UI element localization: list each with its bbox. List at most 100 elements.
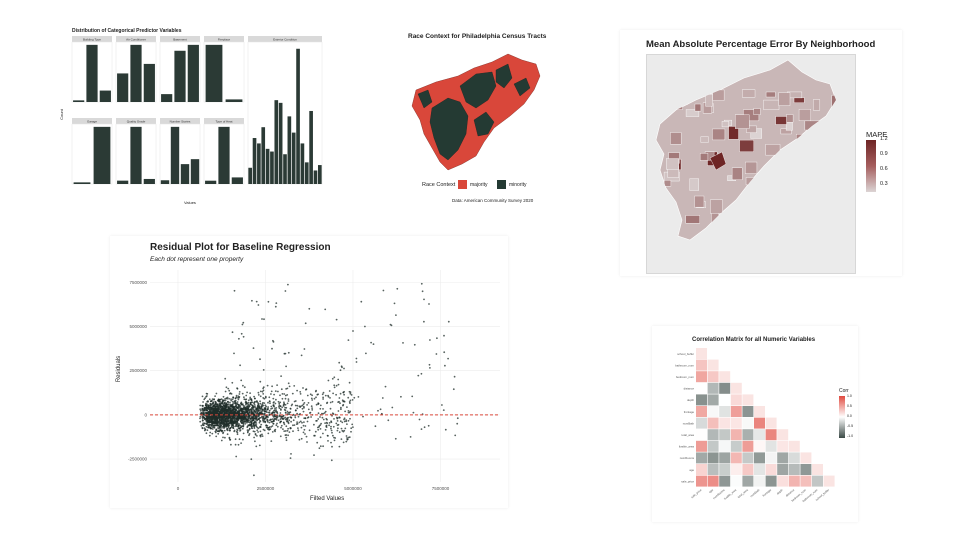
residual-point	[203, 417, 206, 420]
residual-point	[443, 351, 446, 354]
residual-point	[211, 432, 214, 435]
residual-point	[274, 390, 277, 392]
mape-neighborhood	[735, 227, 751, 240]
residual-point	[240, 401, 243, 404]
residual-point	[429, 339, 431, 341]
residual-point	[311, 394, 313, 397]
residual-point	[229, 419, 232, 421]
residual-point	[271, 412, 274, 414]
corr-cell	[765, 440, 777, 452]
residual-point	[340, 408, 342, 411]
residual-point	[284, 394, 287, 397]
residual-point	[259, 358, 261, 361]
residual-y-label: Residuals	[116, 355, 123, 383]
corr-cell	[754, 475, 765, 487]
residual-point	[301, 399, 304, 402]
residual-point	[229, 403, 232, 406]
residual-point	[216, 403, 218, 406]
residual-point	[245, 394, 248, 397]
residual-point	[227, 387, 230, 390]
corr-cell	[696, 406, 707, 417]
residual-point	[233, 419, 236, 422]
residual-point	[357, 396, 360, 398]
residual-point	[287, 400, 290, 402]
corr-cell	[765, 429, 777, 441]
residual-point	[210, 416, 212, 419]
residual-point	[286, 394, 289, 396]
residual-point	[215, 418, 218, 421]
residual-point	[269, 428, 272, 430]
facet-bar	[187, 44, 199, 102]
residual-point	[249, 396, 252, 399]
residual-point	[244, 407, 247, 410]
residual-points	[199, 282, 459, 477]
residual-point	[345, 420, 348, 423]
residual-point	[228, 412, 231, 414]
corr-cell	[696, 382, 707, 394]
mape-neighborhood	[796, 133, 811, 148]
residual-point	[234, 397, 237, 400]
residual-point	[262, 393, 265, 395]
residual-point	[276, 384, 278, 386]
residual-point	[254, 411, 257, 414]
residual-point	[344, 427, 347, 430]
residual-point	[303, 421, 305, 423]
residual-y-tick: 0	[144, 412, 147, 417]
residual-point	[208, 410, 211, 412]
residual-point	[265, 426, 268, 429]
residual-point	[208, 421, 211, 424]
residual-point	[296, 412, 298, 415]
residual-point	[317, 402, 320, 405]
facet-bar	[291, 132, 296, 184]
facet-bar	[313, 170, 318, 184]
residual-point	[318, 447, 321, 450]
residual-point	[454, 434, 457, 437]
corr-cell	[719, 406, 731, 417]
corr-cell	[730, 429, 742, 441]
residual-x-label: Filted Values	[310, 496, 345, 502]
residual-point	[307, 408, 310, 411]
residual-point	[247, 417, 250, 420]
residual-x-tick: 7500000	[432, 486, 450, 491]
residual-point	[239, 420, 242, 423]
residual-point	[241, 392, 244, 395]
residual-point	[231, 381, 234, 384]
residual-point	[283, 402, 285, 405]
residual-point	[299, 391, 302, 393]
residual-point	[297, 415, 300, 418]
residual-point	[239, 416, 241, 418]
residual-point	[272, 404, 275, 406]
residual-point	[213, 422, 216, 425]
facet-strip-label: Exterior Condition	[273, 38, 297, 42]
race-region-minority	[417, 89, 433, 109]
residual-point	[275, 417, 277, 420]
corr-cell	[730, 394, 742, 406]
residual-point	[304, 322, 307, 325]
residual-point	[259, 409, 262, 411]
mape-neighborhood	[758, 230, 769, 239]
residual-point	[270, 440, 273, 442]
residual-point	[245, 410, 248, 413]
mape-neighborhood	[803, 211, 816, 225]
residual-point	[325, 424, 328, 427]
residual-point	[261, 410, 263, 413]
residual-point	[303, 402, 306, 404]
residual-point	[230, 443, 232, 446]
residual-point	[263, 402, 266, 404]
residual-point	[309, 412, 311, 414]
corr-cell	[719, 464, 731, 475]
residual-point	[232, 424, 235, 427]
mape-map-panel: Mean Absolute Percentage Error By Neighb…	[620, 30, 902, 276]
residual-point	[315, 396, 317, 399]
residual-point	[332, 434, 334, 437]
residual-point	[230, 410, 233, 413]
residual-point	[285, 412, 287, 414]
corr-cell	[800, 452, 812, 464]
residual-point	[220, 421, 223, 423]
residual-point	[279, 405, 282, 407]
residual-point	[318, 425, 321, 427]
facet-bar	[225, 99, 243, 102]
facet-bar	[160, 180, 170, 184]
residual-point	[239, 424, 242, 427]
residual-point	[304, 425, 307, 427]
